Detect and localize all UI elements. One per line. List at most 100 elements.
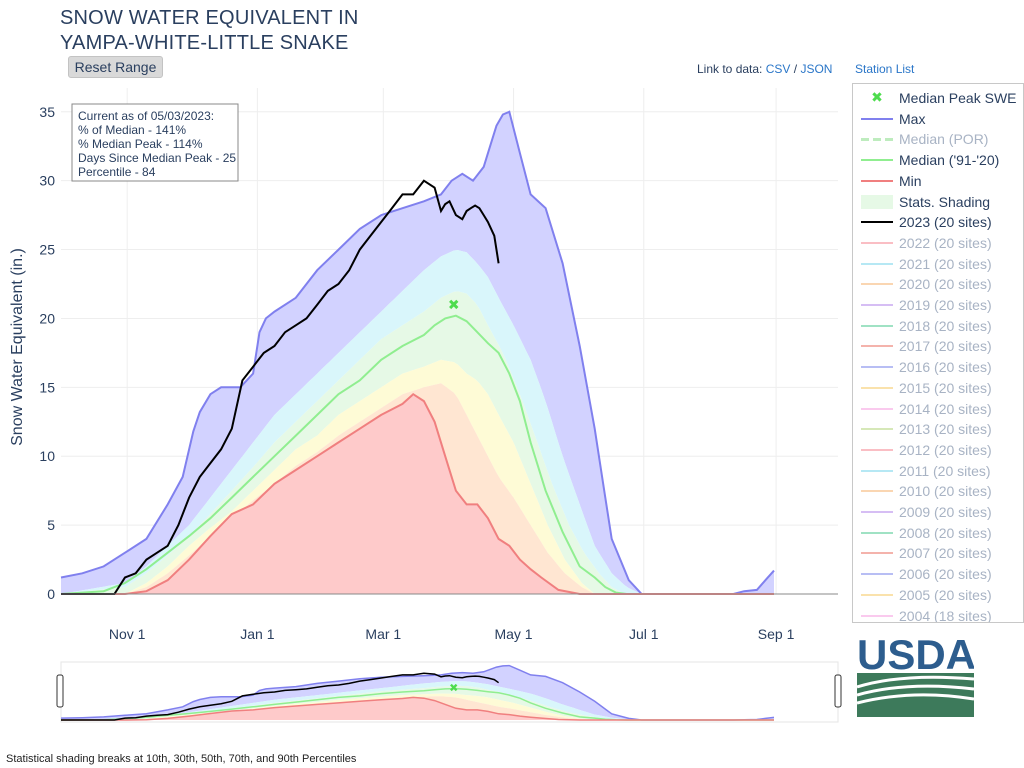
legend-item[interactable]: Max	[853, 109, 1023, 129]
y-tick-label: 0	[47, 586, 55, 602]
y-tick-label: 35	[39, 104, 55, 120]
median-peak-marker: ✖	[448, 297, 460, 313]
legend-item[interactable]: ✖ Median Peak SWE	[853, 88, 1023, 108]
info-line-3: % Median Peak - 114%	[78, 137, 203, 151]
legend-label: 2020 (20 sites)	[899, 276, 992, 293]
legend-label: 2014 (20 sites)	[899, 400, 992, 417]
legend-swatch	[861, 448, 893, 451]
mini-median-peak-marker: ✖	[449, 682, 458, 694]
legend-swatch	[861, 179, 893, 182]
mini-median-line	[60, 687, 774, 721]
legend-label: 2013 (20 sites)	[899, 421, 992, 438]
legend-swatch	[861, 304, 893, 306]
band-p70-p30	[61, 685, 774, 720]
min-line	[61, 392, 774, 595]
legend-swatch	[861, 386, 893, 389]
legend-swatch	[861, 573, 893, 576]
legend-swatch	[861, 262, 893, 265]
legend-label: 2008 (20 sites)	[899, 524, 992, 541]
title-line-1: SNOW WATER EQUIVALENT IN	[60, 7, 359, 29]
legend-item[interactable]: 2012 (20 sites)	[853, 440, 1023, 460]
series-lines	[60, 110, 775, 595]
y-axis-label: Snow Water Equivalent (in.)	[9, 248, 26, 446]
info-line-2: % of Median - 141%	[78, 123, 186, 137]
range-slider-chart[interactable]: ✖	[0, 650, 850, 740]
legend-label: Stats. Shading	[899, 193, 991, 210]
legend-label: 2004 (18 sites)	[899, 607, 992, 623]
mini-lines	[60, 664, 775, 721]
legend-item[interactable]: 2019 (20 sites)	[853, 295, 1023, 315]
legend-label: 2017 (20 sites)	[899, 338, 992, 355]
legend-swatch	[861, 221, 893, 224]
legend-label: Median (POR)	[899, 131, 989, 148]
band-max-p90	[61, 665, 774, 720]
legend-swatch	[861, 407, 893, 410]
legend-item[interactable]: 2004 (18 sites)	[853, 606, 1023, 623]
reset-range-button[interactable]: Reset Range	[68, 56, 163, 78]
y-tick-label: 25	[39, 242, 55, 258]
json-link[interactable]: JSON	[800, 62, 833, 76]
station-list-link[interactable]: Station List	[855, 62, 915, 76]
legend-label: 2012 (20 sites)	[899, 441, 992, 458]
legend-swatch	[861, 552, 893, 555]
x-tick-label: May 1	[494, 626, 532, 642]
legend-item[interactable]: 2013 (20 sites)	[853, 419, 1023, 439]
legend-swatch	[861, 345, 893, 348]
legend-item[interactable]: 2020 (20 sites)	[853, 274, 1023, 294]
csv-link[interactable]: CSV	[765, 62, 791, 76]
legend-item[interactable]: 2016 (20 sites)	[853, 357, 1023, 377]
footer-note: Statistical shading breaks at 10th, 30th…	[6, 753, 357, 765]
mini-current-line	[61, 672, 500, 721]
legend-item[interactable]: 2005 (20 sites)	[853, 585, 1023, 605]
legend-item[interactable]: 2014 (20 sites)	[853, 399, 1023, 419]
legend-item[interactable]: Median (POR)	[853, 129, 1023, 149]
legend-item[interactable]: 2009 (20 sites)	[853, 502, 1023, 522]
swe-chart[interactable]: ✖ 0 5 10 15 20 25 30 35 Nov 1 Jan 1 Mar 1 May 1 Jul …	[0, 0, 850, 650]
axes: 0 5 10 15 20 25 30 35 Nov 1 Jan 1 Mar 1 May 1 Jul 1 S…	[39, 104, 838, 642]
legend-item[interactable]: 2018 (20 sites)	[853, 316, 1023, 336]
band-p70-p30	[61, 291, 774, 594]
legend-swatch	[861, 138, 893, 142]
usda-logo: USDA	[857, 633, 974, 717]
legend-swatch	[861, 614, 893, 617]
legend-item[interactable]: 2007 (20 sites)	[853, 543, 1023, 563]
legend-item[interactable]: 2011 (20 sites)	[853, 461, 1023, 481]
legend-label: 2007 (20 sites)	[899, 545, 992, 562]
mini-min-line	[61, 696, 774, 721]
legend-item[interactable]: 2008 (20 sites)	[853, 523, 1023, 543]
mini-bands	[61, 665, 774, 720]
legend-label: Median ('91-'20)	[899, 152, 1000, 169]
legend-item[interactable]: 2010 (20 sites)	[853, 481, 1023, 501]
legend-label: Min	[899, 172, 922, 189]
max-line	[60, 110, 775, 595]
legend-label: 2022 (20 sites)	[899, 234, 992, 251]
legend-label: 2015 (20 sites)	[899, 379, 992, 396]
band-min-zero	[61, 697, 774, 720]
mini-markers: ✖	[449, 682, 458, 694]
legend-item[interactable]: Min	[853, 171, 1023, 191]
range-handle-left[interactable]	[56, 674, 64, 708]
legend-item[interactable]: Median ('91-'20)	[853, 150, 1023, 170]
legend-item[interactable]: 2022 (20 sites)	[853, 233, 1023, 253]
band-max-p90	[61, 111, 774, 595]
x-tick-label: Mar 1	[365, 626, 401, 642]
title-line-2: YAMPA-WHITE-LITTLE SNAKE	[60, 32, 349, 54]
mini-max-line	[60, 664, 775, 721]
y-tick-label: 30	[39, 173, 55, 189]
range-handle-right[interactable]	[834, 674, 842, 708]
legend-label: Max	[899, 110, 926, 127]
info-box: Current as of 05/03/2023: % of Median - …	[71, 103, 239, 182]
legend-swatch	[861, 159, 893, 162]
usda-wordmark: USDA	[857, 633, 974, 678]
percentile-bands	[61, 111, 774, 595]
legend-item[interactable]: Stats. Shading	[853, 192, 1023, 212]
legend-item[interactable]: 2023 (20 sites)	[853, 212, 1023, 232]
legend-item[interactable]: 2006 (20 sites)	[853, 564, 1023, 584]
legend-item[interactable]: 2015 (20 sites)	[853, 378, 1023, 398]
legend-swatch	[861, 593, 893, 596]
legend-item[interactable]: 2021 (20 sites)	[853, 254, 1023, 274]
legend-swatch	[861, 324, 893, 327]
median-91-20-line	[60, 314, 774, 595]
legend-item[interactable]: 2017 (20 sites)	[853, 336, 1023, 356]
legend-label: 2019 (20 sites)	[899, 297, 992, 313]
